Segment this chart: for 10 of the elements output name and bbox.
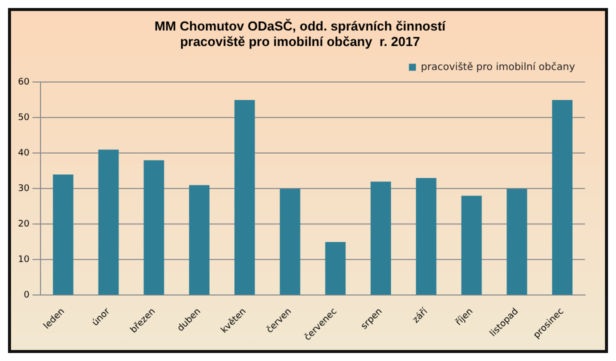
- legend-label: pracoviště pro imobilní občany: [420, 62, 576, 73]
- y-tick-label: 0: [24, 290, 30, 301]
- y-tick-label: 40: [18, 148, 30, 159]
- y-tick-label: 20: [18, 220, 30, 230]
- y-tick-label: 10: [18, 255, 30, 266]
- text: pracoviště pro imobilní občany r. 2017: [180, 34, 420, 49]
- y-tick-label: 50: [18, 113, 30, 124]
- y-tick-label: 30: [18, 184, 30, 194]
- text: MM Chomutov ODaSČ, odd. správních činností: [154, 18, 446, 34]
- y-tick-label: 60: [18, 78, 30, 88]
